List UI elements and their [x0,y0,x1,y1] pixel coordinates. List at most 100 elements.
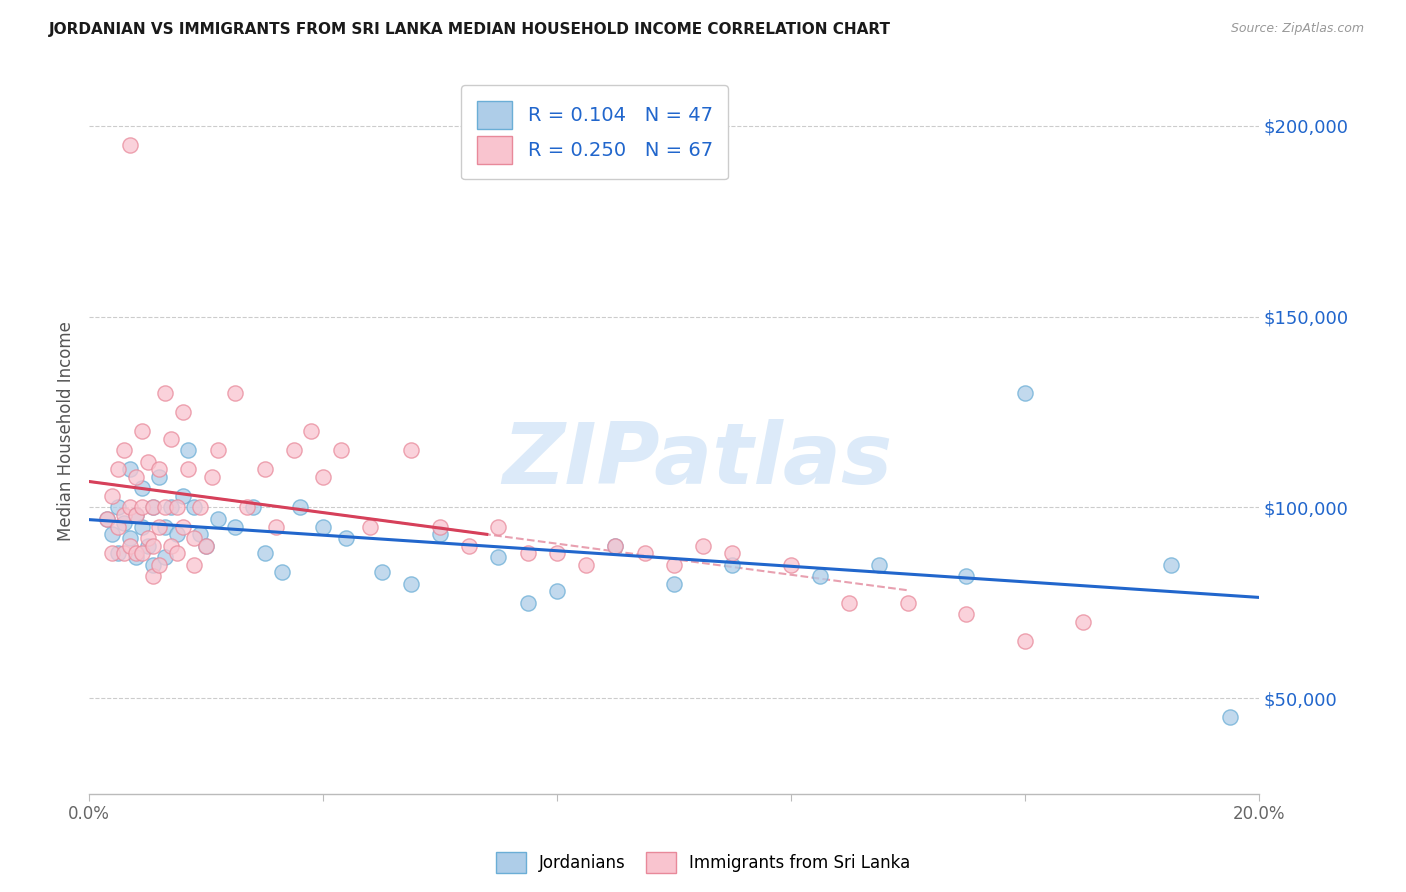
Point [112,516,135,530]
Point [112,443,135,458]
Point [101,546,124,560]
Point [207,443,229,458]
Point [868,558,890,572]
Point [107,519,129,533]
Point [136,531,159,545]
Point [125,508,148,522]
Point [1160,558,1182,572]
Point [107,462,129,476]
Point [429,519,451,533]
Point [148,462,170,476]
Point [166,546,188,560]
Point [429,527,451,541]
Point [253,462,276,476]
Point [188,527,211,541]
Point [288,500,311,515]
Point [142,500,165,515]
Point [312,470,335,484]
Point [721,546,744,560]
Point [516,546,538,560]
Point [188,500,211,515]
Point [458,539,481,553]
Point [160,539,183,553]
Point [112,546,135,560]
Point [96,512,118,526]
Legend: R = 0.104   N = 47, R = 0.250   N = 67: R = 0.104 N = 47, R = 0.250 N = 67 [461,86,728,179]
Point [166,500,188,515]
Point [253,546,276,560]
Point [153,519,176,533]
Point [1219,710,1241,724]
Point [166,527,188,541]
Text: JORDANIAN VS IMMIGRANTS FROM SRI LANKA MEDIAN HOUSEHOLD INCOME CORRELATION CHART: JORDANIAN VS IMMIGRANTS FROM SRI LANKA M… [49,22,891,37]
Point [605,539,627,553]
Point [183,500,205,515]
Point [118,500,141,515]
Point [177,462,200,476]
Point [118,137,141,152]
Point [160,432,183,446]
Point [153,549,176,564]
Point [399,443,422,458]
Point [399,576,422,591]
Point [160,500,183,515]
Point [312,519,335,533]
Point [359,519,381,533]
Point [721,558,744,572]
Point [96,512,118,526]
Point [118,462,141,476]
Point [662,576,685,591]
Legend: Jordanians, Immigrants from Sri Lanka: Jordanians, Immigrants from Sri Lanka [489,846,917,880]
Point [177,443,200,458]
Point [136,539,159,553]
Point [955,569,977,583]
Point [264,519,287,533]
Point [112,508,135,522]
Point [131,519,153,533]
Point [605,539,627,553]
Point [195,539,218,553]
Point [131,424,153,438]
Point [142,539,165,553]
Point [516,596,538,610]
Point [329,443,352,458]
Point [148,470,170,484]
Point [142,558,165,572]
Point [283,443,305,458]
Point [201,470,224,484]
Point [107,546,129,560]
Point [148,519,170,533]
Point [107,500,129,515]
Point [118,539,141,553]
Point [183,531,205,545]
Point [125,508,148,522]
Point [634,546,657,560]
Point [1073,615,1095,629]
Point [838,596,860,610]
Point [575,558,598,572]
Text: ZIPatlas: ZIPatlas [502,418,893,501]
Point [224,386,246,401]
Point [131,500,153,515]
Y-axis label: Median Household Income: Median Household Income [58,321,75,541]
Point [153,500,176,515]
Point [242,500,264,515]
Point [897,596,920,610]
Point [1014,634,1036,648]
Point [125,549,148,564]
Point [125,546,148,560]
Point [488,519,510,533]
Point [131,481,153,495]
Point [101,489,124,503]
Point [101,527,124,541]
Point [780,558,803,572]
Point [153,386,176,401]
Point [172,519,194,533]
Point [955,607,977,622]
Point [1014,386,1036,401]
Point [118,531,141,545]
Point [370,566,392,580]
Point [172,405,194,419]
Point [271,566,294,580]
Point [488,549,510,564]
